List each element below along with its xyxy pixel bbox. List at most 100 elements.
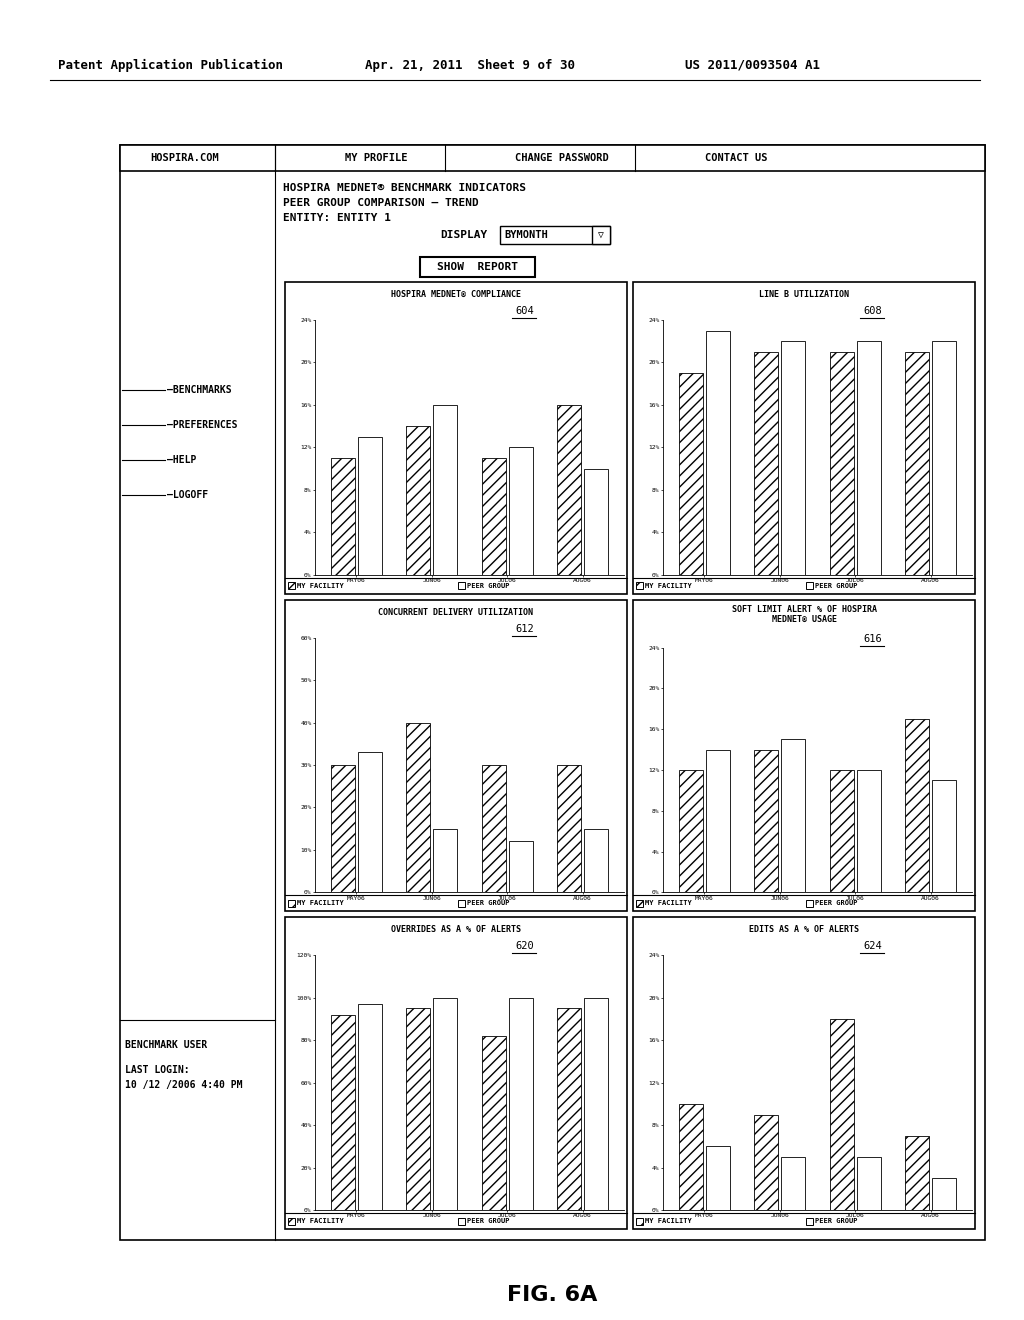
Bar: [806, 900, 813, 907]
Bar: [636, 900, 643, 907]
Bar: [932, 342, 956, 574]
Text: 612: 612: [515, 623, 534, 634]
Text: SHOW  REPORT: SHOW REPORT: [437, 261, 518, 272]
Bar: [557, 405, 581, 574]
Bar: [857, 342, 881, 574]
Bar: [592, 226, 610, 244]
Bar: [120, 145, 985, 1239]
Bar: [358, 752, 382, 892]
Bar: [557, 1008, 581, 1210]
Bar: [932, 1179, 956, 1210]
Bar: [829, 352, 854, 574]
Text: US 2011/0093504 A1: US 2011/0093504 A1: [685, 58, 820, 71]
Bar: [679, 770, 702, 892]
Text: PEER GROUP: PEER GROUP: [467, 1218, 510, 1224]
Bar: [633, 917, 975, 1229]
Bar: [407, 426, 430, 574]
Text: DISPLAY: DISPLAY: [440, 230, 487, 240]
Bar: [509, 841, 532, 892]
Bar: [481, 458, 506, 574]
Text: HOSPIRA MEDNET® COMPLIANCE: HOSPIRA MEDNET® COMPLIANCE: [391, 290, 521, 300]
Bar: [407, 722, 430, 892]
Bar: [932, 780, 956, 892]
Bar: [781, 1156, 806, 1210]
Text: MY FACILITY: MY FACILITY: [297, 900, 344, 907]
Text: CHANGE PASSWORD: CHANGE PASSWORD: [515, 153, 608, 162]
Bar: [433, 998, 458, 1210]
Bar: [358, 1005, 382, 1210]
Bar: [806, 1217, 813, 1225]
Bar: [420, 257, 535, 277]
Bar: [584, 469, 608, 574]
Bar: [755, 352, 778, 574]
Bar: [331, 458, 355, 574]
Bar: [358, 437, 382, 574]
Text: LINE B UTILIZATION: LINE B UTILIZATION: [759, 290, 849, 300]
Bar: [857, 770, 881, 892]
Bar: [458, 1217, 465, 1225]
Bar: [288, 582, 295, 589]
Text: —BENCHMARKS: —BENCHMARKS: [167, 385, 231, 395]
Text: MY PROFILE: MY PROFILE: [345, 153, 408, 162]
Bar: [500, 226, 610, 244]
Bar: [706, 750, 730, 892]
Bar: [636, 1217, 643, 1225]
Text: MY FACILITY: MY FACILITY: [297, 1218, 344, 1224]
Bar: [481, 766, 506, 892]
Bar: [584, 998, 608, 1210]
Text: LAST LOGIN:: LAST LOGIN:: [125, 1065, 189, 1074]
Bar: [633, 282, 975, 594]
Bar: [285, 282, 627, 594]
Bar: [633, 599, 975, 911]
Text: —HELP: —HELP: [167, 455, 197, 465]
Text: Apr. 21, 2011  Sheet 9 of 30: Apr. 21, 2011 Sheet 9 of 30: [365, 58, 575, 71]
Bar: [636, 582, 643, 589]
Text: PEER GROUP: PEER GROUP: [815, 900, 857, 907]
Text: 616: 616: [863, 634, 882, 644]
Text: EDITS AS A % OF ALERTS: EDITS AS A % OF ALERTS: [749, 925, 859, 935]
Text: PEER GROUP: PEER GROUP: [815, 582, 857, 589]
Text: MY FACILITY: MY FACILITY: [645, 1218, 692, 1224]
Bar: [679, 374, 702, 574]
Bar: [781, 739, 806, 892]
Text: 624: 624: [863, 941, 882, 952]
Text: MEDNET® USAGE: MEDNET® USAGE: [771, 615, 837, 623]
Text: 608: 608: [863, 306, 882, 315]
Bar: [509, 998, 532, 1210]
Text: BENCHMARK USER: BENCHMARK USER: [125, 1040, 207, 1049]
Bar: [584, 829, 608, 892]
Text: CONCURRENT DELIVERY UTILIZATION: CONCURRENT DELIVERY UTILIZATION: [379, 607, 534, 616]
Text: OVERRIDES AS A % OF ALERTS: OVERRIDES AS A % OF ALERTS: [391, 925, 521, 935]
Bar: [679, 1104, 702, 1210]
Text: Patent Application Publication: Patent Application Publication: [58, 58, 283, 71]
Bar: [755, 750, 778, 892]
Bar: [706, 1146, 730, 1210]
Text: FIG. 6A: FIG. 6A: [507, 1284, 598, 1305]
Text: —LOGOFF: —LOGOFF: [167, 490, 208, 500]
Bar: [285, 599, 627, 911]
Text: CONTACT US: CONTACT US: [705, 153, 768, 162]
Text: MY FACILITY: MY FACILITY: [645, 582, 692, 589]
Text: BYMONTH: BYMONTH: [504, 230, 548, 240]
Text: MY FACILITY: MY FACILITY: [645, 900, 692, 907]
Text: HOSPIRA.COM: HOSPIRA.COM: [150, 153, 219, 162]
Bar: [781, 342, 806, 574]
Text: PEER GROUP: PEER GROUP: [467, 900, 510, 907]
Text: PEER GROUP: PEER GROUP: [815, 1218, 857, 1224]
Bar: [120, 145, 985, 172]
Bar: [905, 1135, 929, 1210]
Text: PEER GROUP COMPARISON – TREND: PEER GROUP COMPARISON – TREND: [283, 198, 479, 209]
Bar: [407, 1008, 430, 1210]
Text: ENTITY: ENTITY 1: ENTITY: ENTITY 1: [283, 213, 391, 223]
Bar: [905, 352, 929, 574]
Text: MY FACILITY: MY FACILITY: [297, 582, 344, 589]
Bar: [285, 917, 627, 1229]
Bar: [288, 900, 295, 907]
Bar: [509, 447, 532, 574]
Text: PEER GROUP: PEER GROUP: [467, 582, 510, 589]
Bar: [905, 719, 929, 892]
Bar: [557, 766, 581, 892]
Bar: [829, 770, 854, 892]
Bar: [755, 1114, 778, 1210]
Bar: [806, 582, 813, 589]
